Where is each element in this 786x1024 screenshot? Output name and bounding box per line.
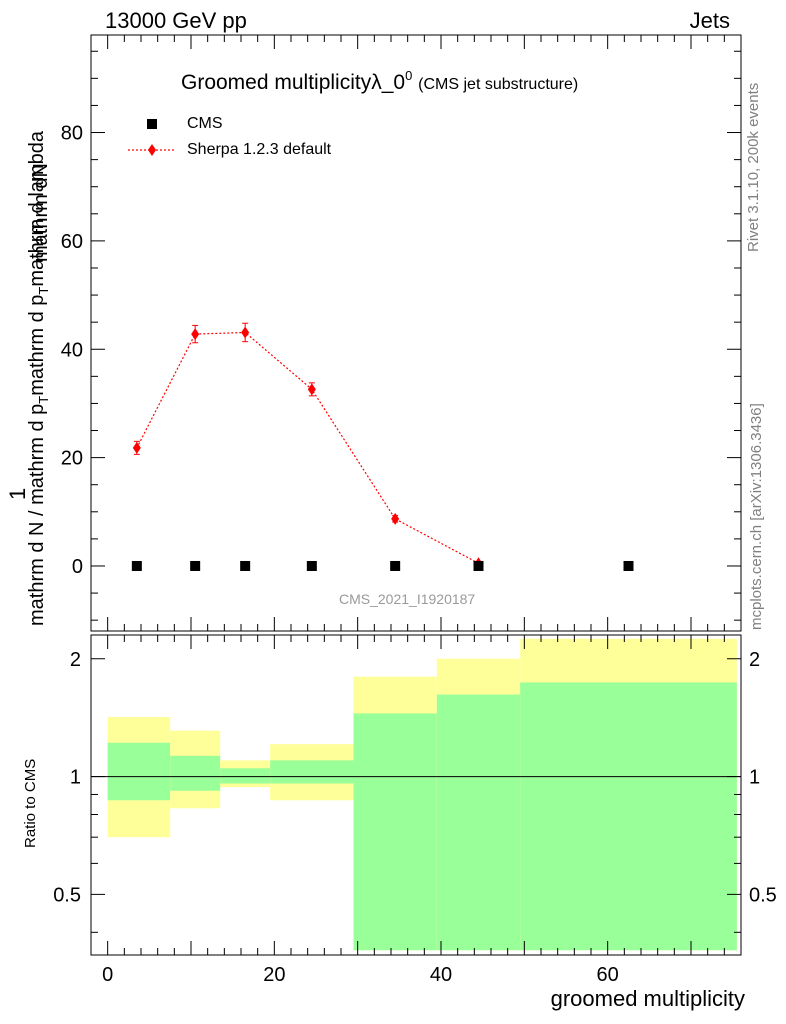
sherpa-point xyxy=(241,326,250,339)
y-axis-bottom-a: mathrm d N / mathrm d p xyxy=(26,403,48,626)
x-axis-label: groomed multiplicity xyxy=(550,986,745,1011)
cms-point xyxy=(131,560,142,571)
header-energy: 13000 GeV pp xyxy=(105,8,247,33)
sherpa-point xyxy=(132,441,141,454)
ratio-ytick-label-right: 2 xyxy=(749,649,760,671)
xtick-label: 20 xyxy=(263,964,285,986)
xtick-label: 60 xyxy=(597,964,619,986)
ratio-inner-band-3 xyxy=(270,760,354,784)
xtick-label: 40 xyxy=(430,964,452,986)
main-ytick-label: 40 xyxy=(61,339,83,361)
ratio-inner-band-2 xyxy=(220,768,271,784)
legend-cms-label: CMS xyxy=(187,115,223,132)
legend-cms-marker xyxy=(147,119,157,129)
header-process: Jets xyxy=(689,8,730,33)
y-axis-bottom-sub: T xyxy=(36,395,51,404)
ratio-inner-band-6 xyxy=(520,682,737,951)
plot-frames xyxy=(90,34,742,956)
sherpa-point xyxy=(191,328,200,341)
cms-point xyxy=(623,560,634,571)
ratio-y-label: Ratio to CMS xyxy=(22,758,39,848)
y-axis-denominator: mathrm d N / mathrm d pTmathrm d pTmathr… xyxy=(26,131,51,626)
title-sup: 0 xyxy=(405,68,413,83)
y-axis-denom-sub: T xyxy=(36,286,51,295)
axis-ticks xyxy=(91,35,741,955)
sherpa-line xyxy=(136,331,479,564)
main-ytick-label: 0 xyxy=(72,556,83,578)
sherpa-point xyxy=(391,512,400,525)
main-ytick-label: 60 xyxy=(61,231,83,253)
tick-labels: 0 20 40 60 80 0 20 40 60 0.5 0.5 1 1 2 2 xyxy=(53,123,777,986)
ratio-ytick-label-left: 1 xyxy=(70,767,81,789)
main-ytick-label: 80 xyxy=(61,123,83,145)
analysis-id: CMS_2021_I1920187 xyxy=(339,591,476,607)
xtick-label: 0 xyxy=(102,964,113,986)
cms-point xyxy=(190,560,201,571)
ratio-ytick-label-right: 1 xyxy=(749,767,760,789)
ratio-bands xyxy=(91,638,741,951)
y-axis-denom-a: mathrm d p xyxy=(26,294,48,396)
cms-point xyxy=(306,560,317,571)
y-axis-denom-b: mathrm d lambda xyxy=(26,131,48,287)
main-ytick-label: 20 xyxy=(61,448,83,470)
legend-markers xyxy=(128,119,176,156)
legend-sherpa-label: Sherpa 1.2.3 default xyxy=(187,141,332,158)
title-main: Groomed multiplicityλ_0 xyxy=(181,71,406,94)
cms-point xyxy=(240,560,251,571)
ratio-ytick-label-left: 2 xyxy=(70,649,81,671)
ratio-ytick-label-right: 0.5 xyxy=(749,884,777,906)
ratio-frame xyxy=(90,634,742,956)
cms-point xyxy=(473,560,484,571)
main-frame xyxy=(90,34,742,632)
ratio-inner-band-0 xyxy=(107,742,171,801)
chart-title: Groomed multiplicityλ_00 (CMS jet substr… xyxy=(181,68,578,95)
ratio-ytick-label-left: 0.5 xyxy=(53,884,81,906)
rivet-label: Rivet 3.1.10, 200k events xyxy=(745,82,762,252)
mcplots-label: mcplots.cern.ch [arXiv:1306.3436] xyxy=(748,403,765,630)
series-sherpa xyxy=(132,322,483,570)
ratio-inner-band-1 xyxy=(170,755,221,791)
ratio-inner-band-4 xyxy=(353,713,437,951)
ratio-inner-band-5 xyxy=(436,694,521,951)
sherpa-point xyxy=(307,383,316,396)
title-subtitle: (CMS jet substructure) xyxy=(418,76,579,93)
cms-point xyxy=(390,560,401,571)
legend-sherpa-marker xyxy=(148,144,156,156)
series-cms xyxy=(131,560,634,571)
